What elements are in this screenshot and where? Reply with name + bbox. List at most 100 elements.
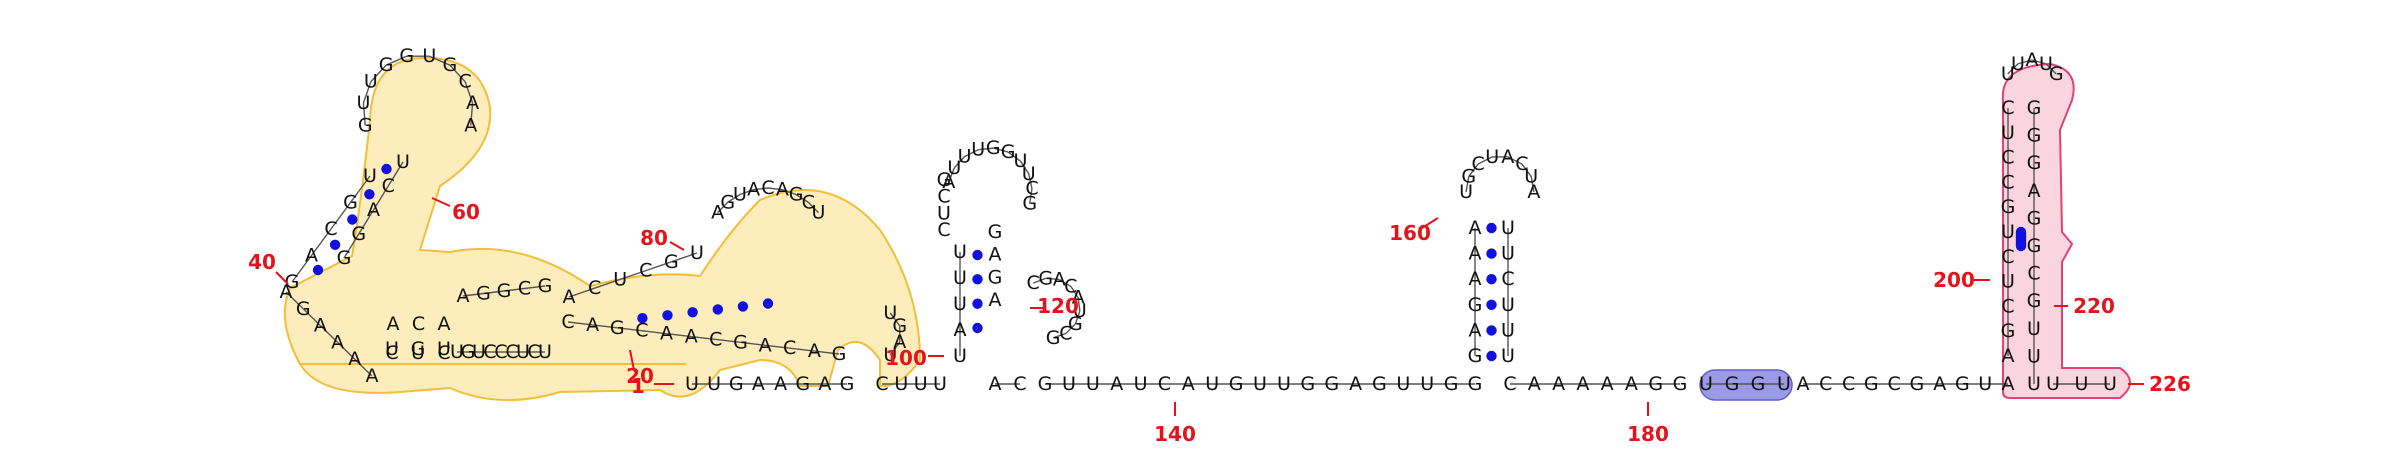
backbone-link xyxy=(372,185,389,211)
nucleotide: A xyxy=(1501,146,1514,168)
backbone-link xyxy=(370,64,387,83)
nucleotide: A xyxy=(989,373,1002,395)
nucleotide: G xyxy=(2027,207,2042,229)
backbone-link xyxy=(739,188,754,196)
nucleotide: U xyxy=(1501,243,1515,265)
nucleotide: U xyxy=(2001,271,2015,293)
nucleotide: A xyxy=(759,334,772,356)
nucleotide: G xyxy=(1444,373,1459,395)
nucleotide: A xyxy=(942,171,955,193)
base-pair-dot xyxy=(662,310,673,321)
nucleotide: A xyxy=(2002,345,2015,367)
backbone-link xyxy=(1465,176,1470,193)
backbone-link xyxy=(953,156,966,169)
nucleotide: U xyxy=(1699,373,1713,395)
backbone-link xyxy=(740,341,766,346)
nucleotide: G xyxy=(461,341,476,363)
nucleotide: A xyxy=(1469,217,1482,239)
nucleotide: G xyxy=(1038,267,1053,289)
nucleotide: A xyxy=(438,313,451,335)
backbone-link xyxy=(1070,286,1079,299)
nucleotide: C xyxy=(588,277,601,299)
nucleotide: A xyxy=(660,323,673,345)
nucleotide: U xyxy=(2075,373,2089,395)
nucleotide: U xyxy=(2001,221,2015,243)
backbone-link xyxy=(1032,277,1047,284)
nucleotide: G xyxy=(2027,97,2042,119)
base-pair-dot xyxy=(762,298,774,309)
nucleotide: U xyxy=(811,202,825,224)
position-tick xyxy=(669,241,685,251)
backbone-link xyxy=(814,350,840,355)
nucleotide: C xyxy=(1887,373,1900,395)
backbone-link xyxy=(964,149,979,158)
nucleotide: G xyxy=(1038,373,1053,395)
nucleotide: C xyxy=(483,341,496,363)
nucleotide: U xyxy=(385,338,399,360)
position-number: 160 xyxy=(1389,221,1431,245)
position-tick xyxy=(629,349,635,371)
nucleotide: A xyxy=(466,92,479,114)
nucleotide: C xyxy=(459,71,472,93)
backbone-link xyxy=(2045,63,2057,75)
nucleotide: U xyxy=(2039,53,2053,75)
backbone-link xyxy=(717,201,729,214)
nucleotide: A xyxy=(366,365,379,387)
nucleotide: C xyxy=(561,311,574,333)
backbone-link xyxy=(483,290,505,295)
backbone-link xyxy=(291,255,313,283)
nucleotide: U xyxy=(1777,373,1791,395)
nucleotide: A xyxy=(1527,181,1540,203)
nucleotide: C xyxy=(518,278,531,300)
backbone-link xyxy=(349,175,371,203)
nucleotide: C xyxy=(1819,373,1832,395)
backbone-link xyxy=(671,252,698,263)
nucleotide: C xyxy=(2001,246,2014,268)
nucleotide: C xyxy=(505,341,518,363)
position-number: 220 xyxy=(2073,294,2115,318)
nucleotide: G xyxy=(296,298,311,320)
nucleotide: G xyxy=(733,331,748,353)
backbone-link xyxy=(470,102,474,126)
nucleotide: A xyxy=(752,373,765,395)
nucleotide: A xyxy=(2028,180,2041,202)
nucleotide: C xyxy=(709,329,722,351)
nucleotide: G xyxy=(988,221,1003,243)
nucleotide: G xyxy=(2001,196,2016,218)
backbone-link xyxy=(362,81,372,104)
nucleotide: G xyxy=(1022,193,1037,215)
backbone-link xyxy=(387,161,404,187)
nucleotide: A xyxy=(1110,373,1123,395)
backbone-link xyxy=(1058,278,1072,288)
nucleotide: U xyxy=(613,268,627,290)
base-pair-dot xyxy=(1486,274,1497,285)
nucleotide: C xyxy=(783,337,796,359)
nucleotide: U xyxy=(1501,294,1515,316)
nucleotide: G xyxy=(1046,327,1061,349)
backbone-link xyxy=(385,55,408,66)
nucleotide: U xyxy=(685,373,699,395)
nucleotide: A xyxy=(367,199,380,221)
nucleotide: C xyxy=(324,218,337,240)
nucleotide: A xyxy=(305,245,318,267)
position-numbers: 120 40 60 80 100 120 140 160 180 200 220 226 xyxy=(248,200,2191,446)
nucleotide: U xyxy=(450,341,464,363)
backbone-link xyxy=(503,287,525,292)
nucleotide: G xyxy=(2027,235,2042,257)
nucleotide: U xyxy=(2001,63,2015,85)
backbone-link xyxy=(767,187,783,191)
backbone-link xyxy=(524,285,546,290)
nucleotide: G xyxy=(2049,63,2064,85)
backbone-link xyxy=(753,187,769,191)
nucleotide: C xyxy=(1059,322,1072,344)
nucleotide: G xyxy=(476,283,491,305)
nucleotide: G xyxy=(720,191,735,213)
nucleotide: U xyxy=(953,345,967,367)
backbone-link xyxy=(337,341,356,360)
nucleotide: C xyxy=(761,177,774,199)
nucleotide: U xyxy=(1524,166,1538,188)
nucleotide: A xyxy=(1349,373,1362,395)
nucleotide: A xyxy=(387,313,400,335)
